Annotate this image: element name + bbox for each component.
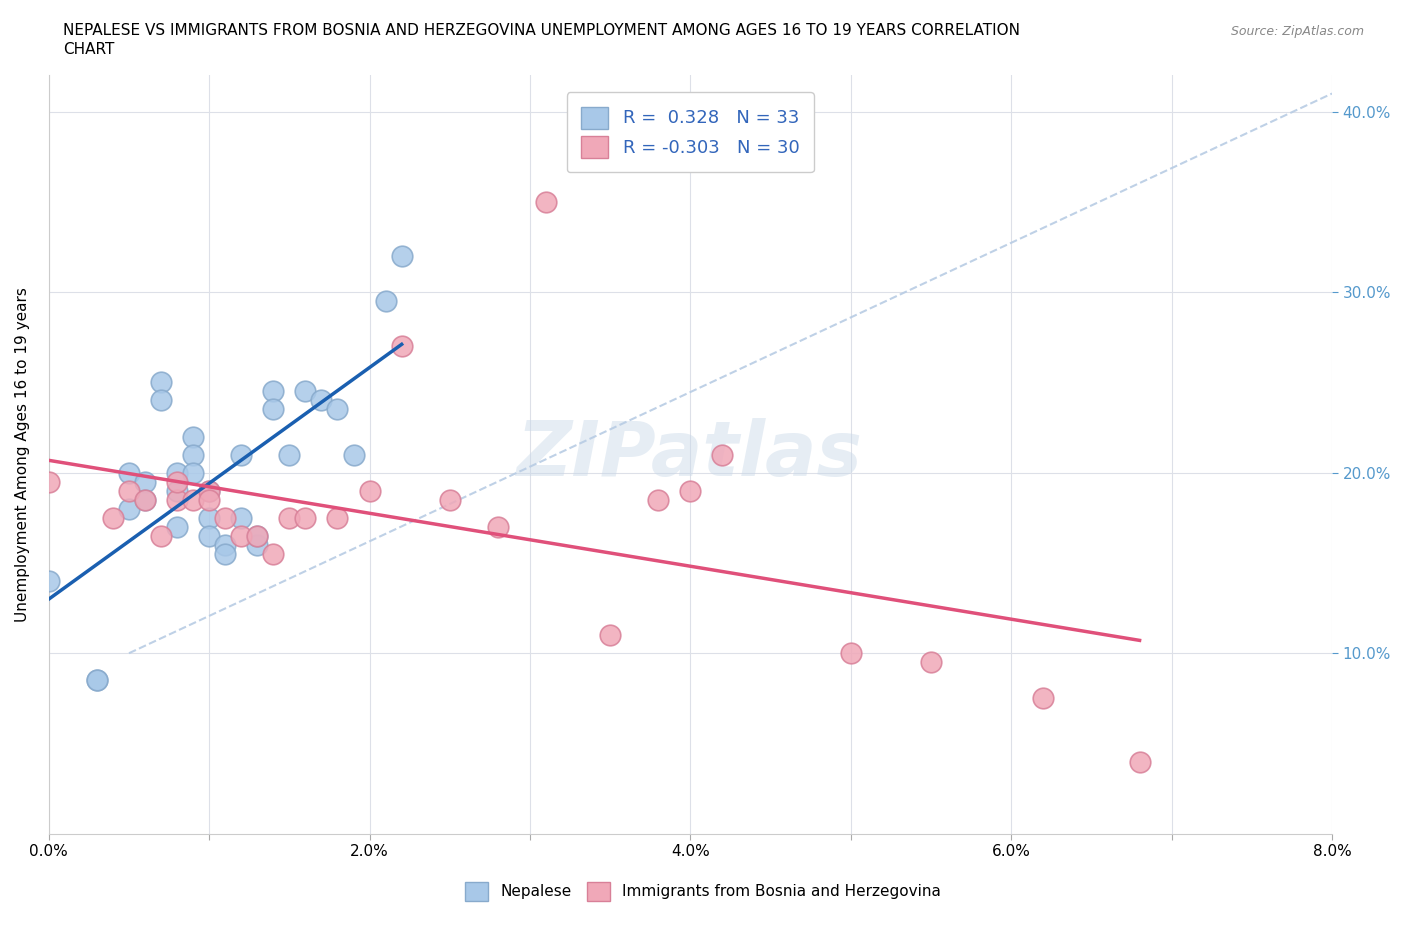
Point xyxy=(278,447,301,462)
Point xyxy=(231,528,253,543)
Point xyxy=(294,511,316,525)
Point xyxy=(134,492,156,507)
Point xyxy=(101,511,124,525)
Point xyxy=(359,484,381,498)
Point xyxy=(647,492,669,507)
Point xyxy=(246,528,269,543)
Point xyxy=(711,447,734,462)
Point xyxy=(198,528,221,543)
Point xyxy=(1032,691,1054,706)
Point xyxy=(599,628,621,643)
Point xyxy=(198,511,221,525)
Point xyxy=(262,384,284,399)
Point xyxy=(181,429,204,444)
Legend: R =  0.328   N = 33, R = -0.303   N = 30: R = 0.328 N = 33, R = -0.303 N = 30 xyxy=(567,92,814,172)
Point xyxy=(198,492,221,507)
Point xyxy=(311,393,333,408)
Point xyxy=(38,474,60,489)
Point xyxy=(181,465,204,480)
Point xyxy=(181,447,204,462)
Point xyxy=(326,511,349,525)
Point xyxy=(181,492,204,507)
Point xyxy=(150,375,173,390)
Point xyxy=(198,484,221,498)
Text: CHART: CHART xyxy=(63,42,115,57)
Point xyxy=(920,655,942,670)
Point xyxy=(326,402,349,417)
Legend: Nepalese, Immigrants from Bosnia and Herzegovina: Nepalese, Immigrants from Bosnia and Her… xyxy=(457,874,949,909)
Point xyxy=(118,465,141,480)
Point xyxy=(342,447,364,462)
Point xyxy=(214,538,236,552)
Point xyxy=(278,511,301,525)
Point xyxy=(246,528,269,543)
Point xyxy=(214,547,236,562)
Point xyxy=(166,484,188,498)
Point xyxy=(439,492,461,507)
Point xyxy=(246,538,269,552)
Point xyxy=(86,673,108,688)
Point xyxy=(38,574,60,589)
Point xyxy=(839,645,862,660)
Point xyxy=(86,673,108,688)
Point xyxy=(166,465,188,480)
Point xyxy=(150,528,173,543)
Point xyxy=(150,393,173,408)
Point xyxy=(374,294,396,309)
Point xyxy=(391,248,413,263)
Point xyxy=(231,511,253,525)
Text: ZIPatlas: ZIPatlas xyxy=(517,418,863,492)
Point xyxy=(118,484,141,498)
Point xyxy=(231,447,253,462)
Point xyxy=(134,474,156,489)
Y-axis label: Unemployment Among Ages 16 to 19 years: Unemployment Among Ages 16 to 19 years xyxy=(15,287,30,622)
Point xyxy=(262,402,284,417)
Point xyxy=(166,519,188,534)
Point xyxy=(198,484,221,498)
Point xyxy=(391,339,413,353)
Point xyxy=(166,474,188,489)
Point xyxy=(534,194,557,209)
Point xyxy=(1129,754,1152,769)
Point xyxy=(118,501,141,516)
Point xyxy=(134,492,156,507)
Point xyxy=(486,519,509,534)
Point xyxy=(262,547,284,562)
Text: NEPALESE VS IMMIGRANTS FROM BOSNIA AND HERZEGOVINA UNEMPLOYMENT AMONG AGES 16 TO: NEPALESE VS IMMIGRANTS FROM BOSNIA AND H… xyxy=(63,23,1021,38)
Point xyxy=(294,384,316,399)
Text: Source: ZipAtlas.com: Source: ZipAtlas.com xyxy=(1230,25,1364,38)
Point xyxy=(679,484,702,498)
Point xyxy=(166,492,188,507)
Point xyxy=(214,511,236,525)
